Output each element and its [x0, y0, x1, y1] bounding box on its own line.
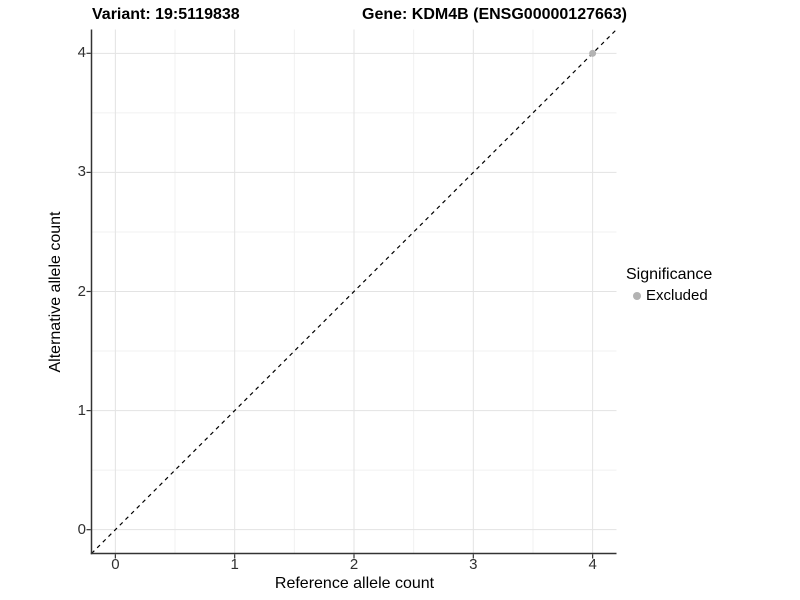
x-tick-label: 4 — [588, 556, 597, 573]
plot-title-variant: Variant: 19:5119838 — [92, 6, 240, 23]
x-tick-label: 1 — [230, 556, 239, 573]
y-tick-label: 1 — [77, 401, 86, 419]
legend-items: Excluded — [626, 287, 712, 304]
legend: Significance Excluded — [626, 266, 712, 304]
data-point — [589, 49, 597, 57]
y-tick-label: 4 — [77, 44, 86, 62]
legend-item: Excluded — [626, 287, 712, 304]
x-axis-title: Reference allele count — [274, 575, 435, 592]
x-tick-label: 3 — [469, 556, 478, 573]
plot-title-gene: Gene: KDM4B (ENSG00000127663) — [362, 6, 628, 23]
x-tick-label: 0 — [111, 556, 120, 573]
y-axis-title: Alternative allele count — [47, 211, 64, 373]
legend-point-icon — [633, 291, 641, 300]
y-tick-label: 0 — [77, 520, 86, 538]
y-tick-label: 2 — [77, 282, 86, 300]
legend-title: Significance — [626, 266, 713, 283]
y-tick-label: 3 — [77, 163, 86, 181]
identity-dashed-line — [91, 29, 617, 554]
legend-item-label: Excluded — [646, 287, 708, 304]
x-tick-label: 2 — [349, 556, 359, 573]
